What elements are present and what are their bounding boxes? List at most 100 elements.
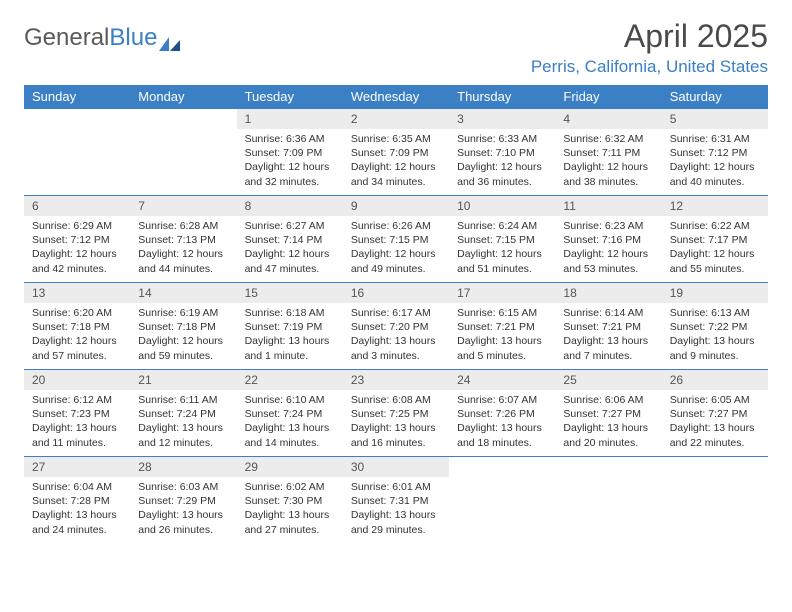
weekday-header-row: SundayMondayTuesdayWednesdayThursdayFrid… <box>24 85 768 109</box>
day-number: 21 <box>130 370 236 390</box>
day-number: 13 <box>24 283 130 303</box>
calendar-body: 1Sunrise: 6:36 AMSunset: 7:09 PMDaylight… <box>24 109 768 544</box>
calendar-day-cell <box>24 109 130 196</box>
calendar-day-cell <box>130 109 236 196</box>
day-number: 3 <box>449 109 555 129</box>
calendar-day-cell: 18Sunrise: 6:14 AMSunset: 7:21 PMDayligh… <box>555 283 661 370</box>
calendar-table: SundayMondayTuesdayWednesdayThursdayFrid… <box>24 85 768 543</box>
calendar-day-cell: 5Sunrise: 6:31 AMSunset: 7:12 PMDaylight… <box>662 109 768 196</box>
day-details: Sunrise: 6:22 AMSunset: 7:17 PMDaylight:… <box>662 216 768 282</box>
calendar-week-row: 27Sunrise: 6:04 AMSunset: 7:28 PMDayligh… <box>24 457 768 544</box>
day-number: 4 <box>555 109 661 129</box>
day-details: Sunrise: 6:11 AMSunset: 7:24 PMDaylight:… <box>130 390 236 456</box>
day-number: 1 <box>237 109 343 129</box>
day-number: 22 <box>237 370 343 390</box>
day-details: Sunrise: 6:02 AMSunset: 7:30 PMDaylight:… <box>237 477 343 543</box>
day-details: Sunrise: 6:03 AMSunset: 7:29 PMDaylight:… <box>130 477 236 543</box>
calendar-day-cell: 23Sunrise: 6:08 AMSunset: 7:25 PMDayligh… <box>343 370 449 457</box>
day-number: 2 <box>343 109 449 129</box>
day-details: Sunrise: 6:06 AMSunset: 7:27 PMDaylight:… <box>555 390 661 456</box>
day-number: 26 <box>662 370 768 390</box>
day-number: 24 <box>449 370 555 390</box>
calendar-day-cell: 15Sunrise: 6:18 AMSunset: 7:19 PMDayligh… <box>237 283 343 370</box>
calendar-day-cell: 14Sunrise: 6:19 AMSunset: 7:18 PMDayligh… <box>130 283 236 370</box>
day-details: Sunrise: 6:23 AMSunset: 7:16 PMDaylight:… <box>555 216 661 282</box>
day-number: 30 <box>343 457 449 477</box>
day-details: Sunrise: 6:32 AMSunset: 7:11 PMDaylight:… <box>555 129 661 195</box>
day-number: 23 <box>343 370 449 390</box>
day-details: Sunrise: 6:15 AMSunset: 7:21 PMDaylight:… <box>449 303 555 369</box>
weekday-header: Monday <box>130 85 236 109</box>
calendar-day-cell: 2Sunrise: 6:35 AMSunset: 7:09 PMDaylight… <box>343 109 449 196</box>
day-details: Sunrise: 6:18 AMSunset: 7:19 PMDaylight:… <box>237 303 343 369</box>
calendar-day-cell: 21Sunrise: 6:11 AMSunset: 7:24 PMDayligh… <box>130 370 236 457</box>
calendar-week-row: 6Sunrise: 6:29 AMSunset: 7:12 PMDaylight… <box>24 196 768 283</box>
day-details: Sunrise: 6:24 AMSunset: 7:15 PMDaylight:… <box>449 216 555 282</box>
calendar-day-cell: 20Sunrise: 6:12 AMSunset: 7:23 PMDayligh… <box>24 370 130 457</box>
day-details: Sunrise: 6:33 AMSunset: 7:10 PMDaylight:… <box>449 129 555 195</box>
calendar-day-cell: 24Sunrise: 6:07 AMSunset: 7:26 PMDayligh… <box>449 370 555 457</box>
day-number: 7 <box>130 196 236 216</box>
calendar-day-cell: 22Sunrise: 6:10 AMSunset: 7:24 PMDayligh… <box>237 370 343 457</box>
day-number: 20 <box>24 370 130 390</box>
day-number: 10 <box>449 196 555 216</box>
day-number: 5 <box>662 109 768 129</box>
calendar-day-cell: 28Sunrise: 6:03 AMSunset: 7:29 PMDayligh… <box>130 457 236 544</box>
day-number: 27 <box>24 457 130 477</box>
calendar-day-cell: 10Sunrise: 6:24 AMSunset: 7:15 PMDayligh… <box>449 196 555 283</box>
calendar-day-cell: 7Sunrise: 6:28 AMSunset: 7:13 PMDaylight… <box>130 196 236 283</box>
day-number: 16 <box>343 283 449 303</box>
calendar-day-cell: 29Sunrise: 6:02 AMSunset: 7:30 PMDayligh… <box>237 457 343 544</box>
day-details: Sunrise: 6:26 AMSunset: 7:15 PMDaylight:… <box>343 216 449 282</box>
day-number: 6 <box>24 196 130 216</box>
day-details: Sunrise: 6:04 AMSunset: 7:28 PMDaylight:… <box>24 477 130 543</box>
calendar-week-row: 20Sunrise: 6:12 AMSunset: 7:23 PMDayligh… <box>24 370 768 457</box>
day-details: Sunrise: 6:05 AMSunset: 7:27 PMDaylight:… <box>662 390 768 456</box>
calendar-day-cell: 4Sunrise: 6:32 AMSunset: 7:11 PMDaylight… <box>555 109 661 196</box>
calendar-day-cell: 11Sunrise: 6:23 AMSunset: 7:16 PMDayligh… <box>555 196 661 283</box>
day-details: Sunrise: 6:01 AMSunset: 7:31 PMDaylight:… <box>343 477 449 543</box>
calendar-day-cell: 16Sunrise: 6:17 AMSunset: 7:20 PMDayligh… <box>343 283 449 370</box>
calendar-day-cell: 19Sunrise: 6:13 AMSunset: 7:22 PMDayligh… <box>662 283 768 370</box>
calendar-day-cell: 1Sunrise: 6:36 AMSunset: 7:09 PMDaylight… <box>237 109 343 196</box>
month-year: April 2025 <box>531 18 768 55</box>
day-number: 14 <box>130 283 236 303</box>
day-details: Sunrise: 6:28 AMSunset: 7:13 PMDaylight:… <box>130 216 236 282</box>
day-details: Sunrise: 6:10 AMSunset: 7:24 PMDaylight:… <box>237 390 343 456</box>
calendar-day-cell: 17Sunrise: 6:15 AMSunset: 7:21 PMDayligh… <box>449 283 555 370</box>
calendar-day-cell: 3Sunrise: 6:33 AMSunset: 7:10 PMDaylight… <box>449 109 555 196</box>
day-details: Sunrise: 6:12 AMSunset: 7:23 PMDaylight:… <box>24 390 130 456</box>
calendar-day-cell <box>449 457 555 544</box>
day-number: 28 <box>130 457 236 477</box>
brand-part2: Blue <box>109 24 157 52</box>
day-number: 15 <box>237 283 343 303</box>
calendar-page: GeneralBlue April 2025 Perris, Californi… <box>0 0 792 561</box>
day-details: Sunrise: 6:14 AMSunset: 7:21 PMDaylight:… <box>555 303 661 369</box>
brand-part1: General <box>24 24 109 52</box>
weekday-header: Wednesday <box>343 85 449 109</box>
day-details: Sunrise: 6:29 AMSunset: 7:12 PMDaylight:… <box>24 216 130 282</box>
location: Perris, California, United States <box>531 57 768 77</box>
weekday-header: Thursday <box>449 85 555 109</box>
calendar-day-cell <box>662 457 768 544</box>
calendar-week-row: 1Sunrise: 6:36 AMSunset: 7:09 PMDaylight… <box>24 109 768 196</box>
logo-sail-icon <box>159 30 181 46</box>
weekday-header: Sunday <box>24 85 130 109</box>
day-number: 29 <box>237 457 343 477</box>
day-number: 9 <box>343 196 449 216</box>
calendar-day-cell <box>555 457 661 544</box>
day-details: Sunrise: 6:27 AMSunset: 7:14 PMDaylight:… <box>237 216 343 282</box>
calendar-day-cell: 27Sunrise: 6:04 AMSunset: 7:28 PMDayligh… <box>24 457 130 544</box>
day-details: Sunrise: 6:17 AMSunset: 7:20 PMDaylight:… <box>343 303 449 369</box>
brand-logo: GeneralBlue <box>24 18 181 52</box>
day-details: Sunrise: 6:20 AMSunset: 7:18 PMDaylight:… <box>24 303 130 369</box>
day-number: 17 <box>449 283 555 303</box>
calendar-day-cell: 8Sunrise: 6:27 AMSunset: 7:14 PMDaylight… <box>237 196 343 283</box>
day-details: Sunrise: 6:07 AMSunset: 7:26 PMDaylight:… <box>449 390 555 456</box>
calendar-day-cell: 6Sunrise: 6:29 AMSunset: 7:12 PMDaylight… <box>24 196 130 283</box>
weekday-header: Friday <box>555 85 661 109</box>
calendar-day-cell: 9Sunrise: 6:26 AMSunset: 7:15 PMDaylight… <box>343 196 449 283</box>
day-details: Sunrise: 6:36 AMSunset: 7:09 PMDaylight:… <box>237 129 343 195</box>
day-number: 25 <box>555 370 661 390</box>
day-number: 8 <box>237 196 343 216</box>
